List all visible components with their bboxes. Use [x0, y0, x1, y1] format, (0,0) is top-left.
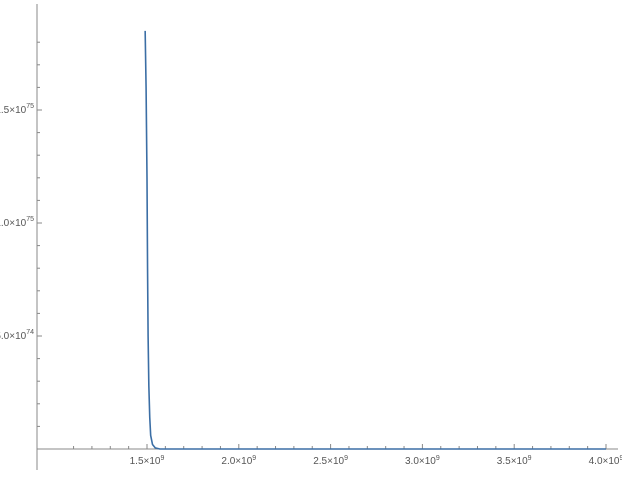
- x-tick-label: 1.5×109: [130, 455, 165, 467]
- y-tick-label: 1.5×1075: [0, 103, 34, 116]
- x-tick-label: 2.5×109: [313, 455, 348, 467]
- axes: [36, 4, 618, 470]
- tick-marks: [37, 41, 607, 449]
- tick-labels: 1.5×109 2.0×109 2.5×109 3.0×109 3.5×109 4.0×1…: [0, 103, 622, 467]
- x-tick-label: 4.0×109: [589, 455, 622, 467]
- series-line: [144, 30, 606, 450]
- y-tick-label: 1.0×1075: [0, 216, 34, 229]
- x-tick-label: 2.0×109: [221, 455, 256, 467]
- x-tick-label: 3.5×109: [497, 455, 532, 467]
- series-group: [144, 30, 606, 450]
- y-tick-label: 5.0×1074: [0, 329, 34, 342]
- x-tick-label: 3.0×109: [405, 455, 440, 467]
